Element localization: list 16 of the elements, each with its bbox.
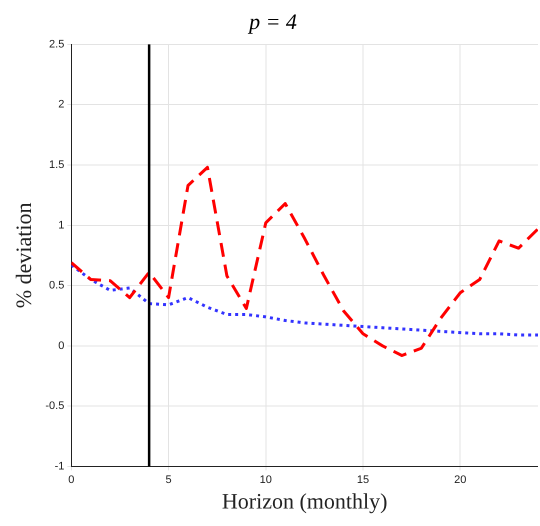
- y-tick-label: 0.5: [49, 280, 64, 292]
- x-tick-label: 20: [454, 474, 466, 486]
- y-tick-label: 1: [58, 219, 64, 232]
- y-axis-title: % deviation: [10, 202, 36, 308]
- x-tick-label: 10: [260, 474, 272, 486]
- y-tick-label: -0.5: [45, 400, 64, 412]
- chart-title: p = 4: [247, 8, 297, 34]
- y-tick-label: 1.5: [49, 159, 64, 172]
- x-axis-title: Horizon (monthly): [222, 488, 388, 514]
- y-tick-label: 2.5: [49, 38, 64, 50]
- y-tick-label: 0: [58, 340, 64, 352]
- y-tick-label: 2: [58, 98, 64, 111]
- x-tick-label: 15: [356, 474, 370, 486]
- y-tick-label: -1: [54, 460, 64, 472]
- x-tick-label: 0: [68, 474, 74, 486]
- x-tick-label: 5: [166, 474, 172, 486]
